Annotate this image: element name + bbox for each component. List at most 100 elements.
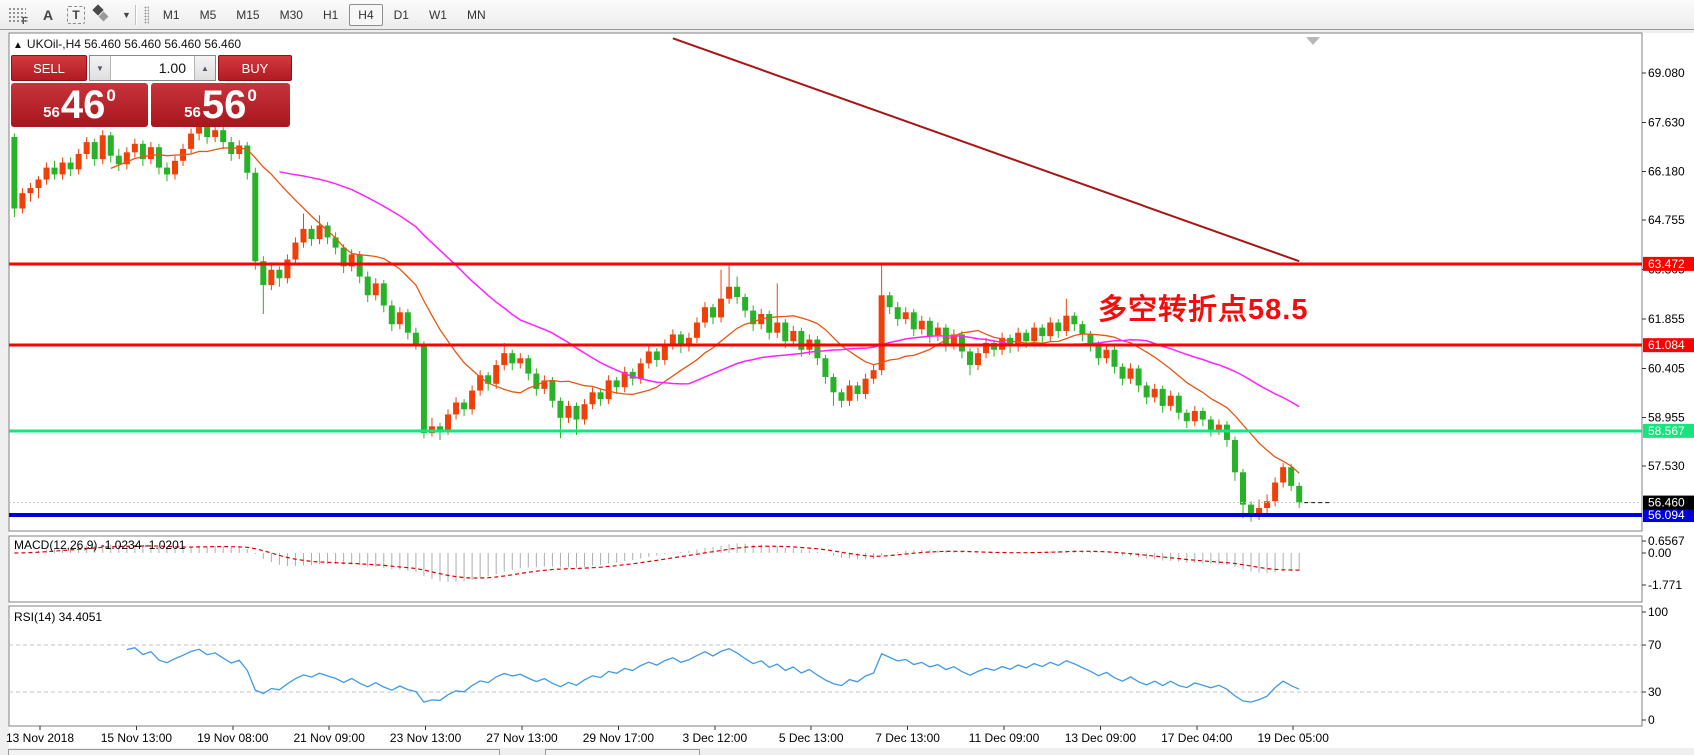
timeframe-button-mn[interactable]: MN (466, 7, 486, 22)
price-line-badge: 58.567 (1643, 423, 1694, 438)
candle-body (541, 380, 548, 389)
candle-body (388, 305, 395, 325)
candle-body (477, 375, 484, 391)
candle-body (340, 247, 347, 267)
time-axis-label: 13 Dec 09:00 (1065, 731, 1137, 745)
text-label-tool-icon[interactable]: T (67, 5, 85, 24)
candle-body (348, 254, 355, 267)
buy-button[interactable]: BUY (218, 55, 292, 81)
candle-body (557, 400, 564, 418)
volume-spinner: ▼ 1.00 ▲ (89, 55, 216, 81)
candle-body (380, 283, 387, 306)
candle-body (589, 392, 596, 405)
buy-price-display[interactable]: 56 56 0 (151, 83, 290, 127)
candle-body (1039, 327, 1046, 337)
candle-body (188, 133, 195, 149)
candle-body (147, 147, 154, 160)
rsi-axis-label: 0 (1648, 713, 1655, 727)
macd-axis-label: 0.00 (1648, 546, 1672, 560)
buy-price-sup: 0 (247, 86, 257, 105)
candle-body (1288, 467, 1295, 486)
candle-body (798, 331, 805, 350)
sell-price-display[interactable]: 56 46 0 (11, 83, 148, 127)
candle-body (613, 380, 620, 388)
timeframe-button-h4[interactable]: H4 (349, 3, 383, 26)
candle-body (292, 242, 299, 260)
candle-body (445, 414, 452, 432)
volume-decrease-button[interactable]: ▼ (90, 56, 111, 80)
candle-body (822, 358, 829, 377)
candle-body (51, 167, 58, 175)
candle-body (581, 404, 588, 420)
toolbar-grip[interactable] (143, 5, 149, 24)
candle-body (260, 261, 267, 286)
candle-body (19, 193, 26, 209)
timeframe-button-w1[interactable]: W1 (428, 7, 447, 22)
timeframe-button-m15[interactable]: M15 (236, 7, 260, 22)
candle-body (300, 228, 307, 243)
candle-body (870, 370, 877, 379)
candle-body (332, 237, 339, 248)
price-line-badge: 56.094 (1643, 508, 1694, 523)
panel-frame (8, 605, 1643, 727)
main-price-panel (9, 37, 1642, 522)
timeframe-button-m30[interactable]: M30 (279, 7, 303, 22)
candle-body (926, 320, 933, 337)
volume-input[interactable]: 1.00 (158, 60, 186, 76)
chart-tab[interactable] (545, 749, 700, 755)
chevron-down-icon[interactable]: ▼ (122, 9, 131, 20)
price-axis-label: 67.630 (1648, 115, 1685, 129)
chart-annotation-text: 多空转折点58.5 (1098, 294, 1309, 326)
price-line-badge-text: 61.084 (1648, 338, 1685, 352)
rsi-panel: RSI(14) 34.4051 100 70 30 0 (9, 605, 1668, 727)
volume-increase-button[interactable]: ▲ (194, 56, 215, 80)
shift-marker-icon (1306, 37, 1320, 45)
candle-body (950, 334, 957, 345)
price-axis: 69.08067.63066.18064.75563.30561.85560.4… (1642, 66, 1694, 523)
candle-body (525, 358, 532, 374)
candle-body (1248, 504, 1255, 514)
candle-body (244, 145, 251, 173)
candle-body (766, 314, 773, 333)
candle-body (669, 334, 676, 345)
price-line-badge-bg (1643, 508, 1694, 523)
candle-body (565, 405, 572, 418)
candle-body (420, 344, 427, 434)
candle-body (750, 310, 757, 325)
candle-body (204, 125, 211, 137)
price-line-badge-text: 63.472 (1648, 257, 1685, 271)
candle-body (1135, 368, 1142, 386)
candle-body (284, 259, 291, 279)
candle-body (693, 322, 700, 338)
candle-body (107, 135, 114, 156)
candle-body (436, 426, 443, 432)
timeframe-button-h1[interactable]: H1 (322, 7, 339, 22)
timeframe-button-d1[interactable]: D1 (393, 7, 409, 22)
time-axis-label: 13 Nov 2018 (6, 731, 74, 745)
sell-button[interactable]: SELL (11, 55, 87, 81)
candle-body (846, 385, 853, 401)
candle-body (782, 322, 789, 342)
timeframe-button-m5[interactable]: M5 (199, 7, 217, 22)
candle-body (1143, 385, 1150, 398)
candle-body (139, 143, 146, 160)
timeframe-button-m1[interactable]: M1 (162, 7, 180, 22)
candle-body (43, 167, 50, 180)
time-axis-label: 19 Dec 05:00 (1258, 731, 1330, 745)
candle-body (726, 286, 733, 299)
sell-price-sup: 0 (106, 86, 116, 105)
candle-body (220, 130, 227, 143)
candle-body (268, 269, 275, 286)
chart-tab[interactable] (8, 749, 500, 755)
candle-body (396, 312, 403, 325)
macd-axis-label: 0.6567 (1648, 534, 1685, 548)
time-axis-label: 5 Dec 13:00 (779, 731, 844, 745)
candle-body (661, 344, 668, 360)
text-a-icon[interactable]: A (42, 6, 54, 23)
symbol-ohlc-text: UKOil-,H4 56.460 56.460 56.460 56.460 (26, 37, 242, 51)
rsi-axis-label: 100 (1648, 605, 1668, 619)
time-axis: 13 Nov 2018 15 Nov 13:00 19 Nov 08:00 21 No… (6, 726, 1329, 745)
grid-f-icon[interactable]: F (8, 6, 28, 27)
candle-body (1031, 327, 1038, 342)
rsi-line (126, 646, 1300, 703)
